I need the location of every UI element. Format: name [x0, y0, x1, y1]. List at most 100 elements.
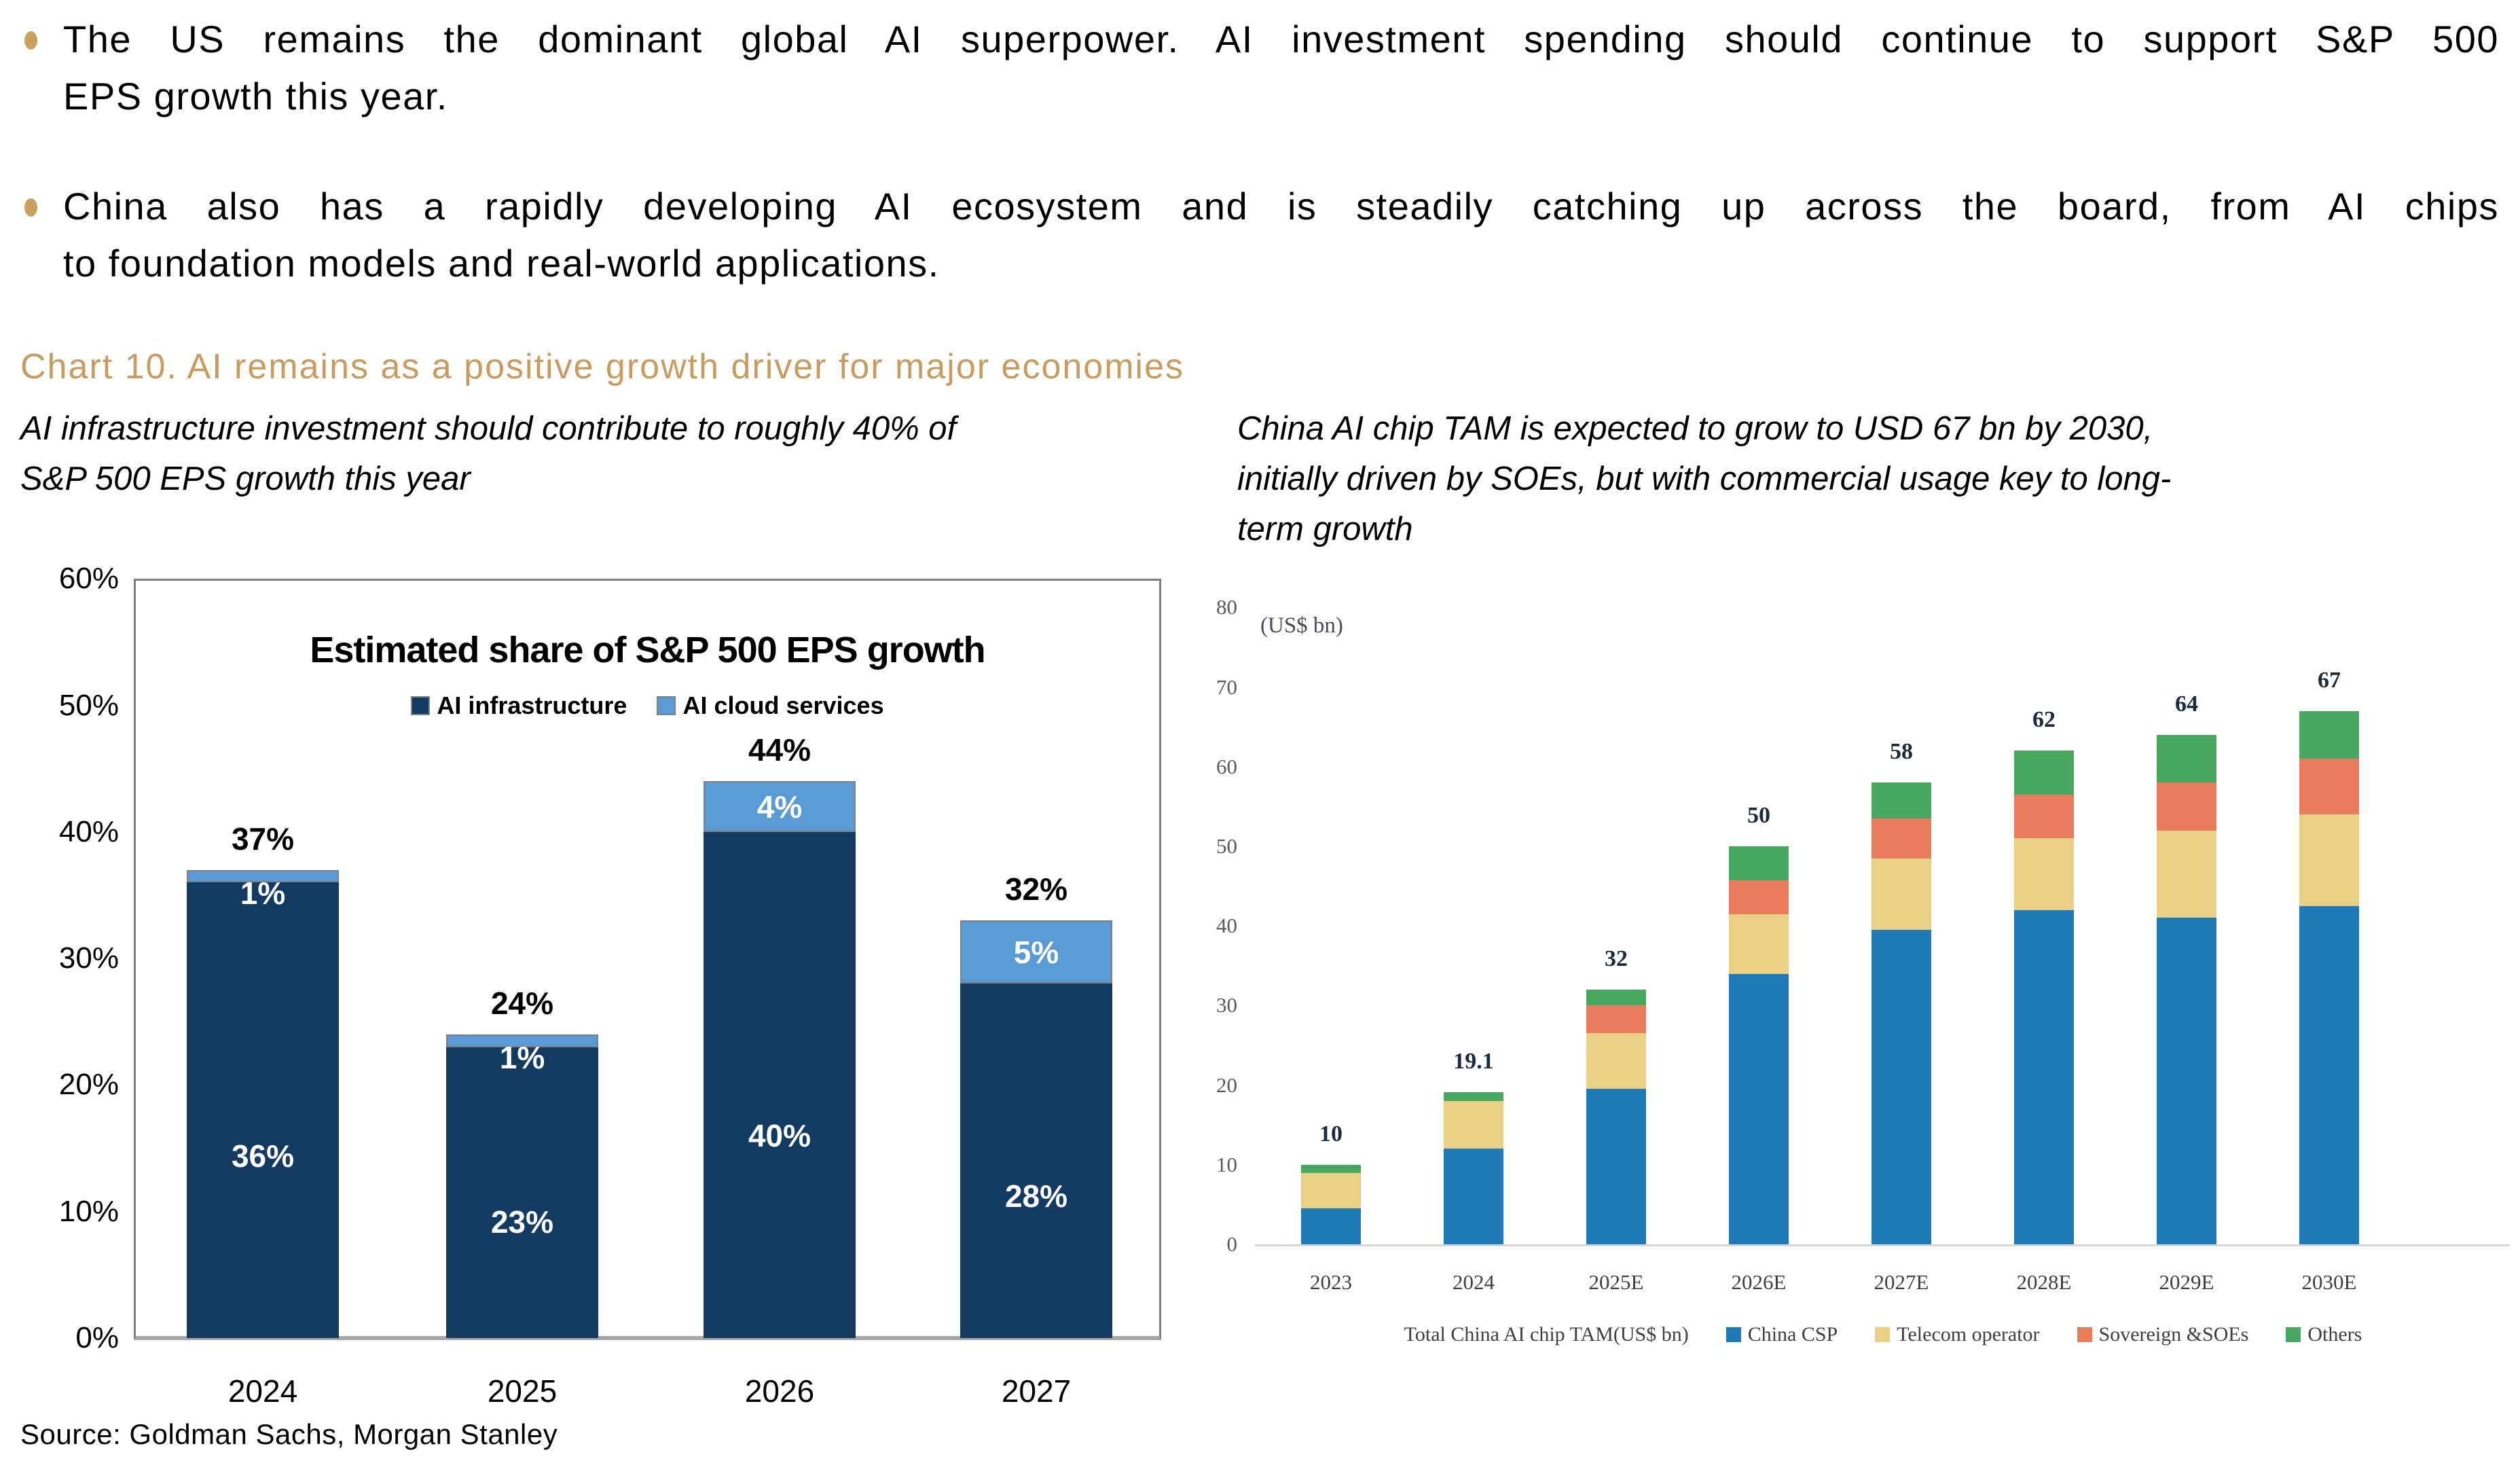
bullet-text: China also has a rapidly developing AI e…: [63, 178, 2499, 292]
x-axis-tick-label: 2028E: [2016, 1270, 2072, 1294]
legend-swatch: [2286, 1327, 2301, 1342]
subtitle-right: China AI chip TAM is expected to grow to…: [1237, 403, 2517, 554]
right-chart-unit-label: (US$ bn): [1260, 613, 1343, 638]
bar-segment-china-csp: [2014, 909, 2074, 1244]
bar-total-label: 58: [1890, 739, 1913, 765]
bullet-text: The US remains the dominant global AI su…: [63, 11, 2499, 125]
y-axis-tick-label: 40: [1216, 914, 1237, 938]
legend-item-telecom-operator: Telecom operator: [1875, 1323, 2040, 1346]
legend-swatch: [1875, 1327, 1891, 1342]
y-axis-tick-label: 30: [1216, 993, 1237, 1017]
bar-segment-china-csp: [1871, 930, 1931, 1244]
legend-label: Total China AI chip TAM(US$ bn): [1404, 1323, 1689, 1346]
bar-segment-telecom-operator: [1444, 1101, 1503, 1149]
bar-value-label: 23%: [490, 1204, 554, 1240]
bullet-item: China also has a rapidly developing AI e…: [24, 178, 2499, 292]
legend-label-ai-cloud-services: AI cloud services: [682, 691, 884, 719]
bar-segment-sovereign-soes: [2157, 782, 2216, 831]
bar-segment-ai-cloud: [704, 781, 856, 832]
legend-item-total-china-ai-chip-tam-us-bn-: Total China AI chip TAM(US$ bn): [1404, 1323, 1689, 1346]
y-axis-tick-label: 40%: [58, 814, 119, 848]
legend-swatch: [2077, 1327, 2092, 1342]
legend-item-china-csp: China CSP: [1725, 1323, 1838, 1346]
y-axis-tick-label: 20: [1216, 1072, 1237, 1097]
bar-total-label: 32%: [1004, 871, 1068, 907]
chart-heading: Chart 10. AI remains as a positive growt…: [20, 347, 1185, 386]
legend-item-sovereign-soes: Sovereign &SOEs: [2077, 1323, 2249, 1346]
bullet-icon: [24, 198, 37, 217]
y-axis-tick-label: 10%: [58, 1194, 119, 1228]
bar-segment-others: [1871, 782, 1931, 818]
y-axis-tick-label: 10: [1216, 1152, 1237, 1176]
bar-segment-china-csp: [1729, 973, 1789, 1244]
bar-segment-telecom-operator: [1871, 858, 1931, 931]
bullet-icon: [24, 31, 37, 50]
x-axis-tick-label: 2027E: [1874, 1270, 1929, 1294]
bar-segment-others: [2299, 710, 2359, 759]
bar-value-label: 40%: [748, 1117, 811, 1153]
legend-swatch-ai-infrastructure: [411, 696, 431, 715]
bullet-line: China also has a rapidly developing AI e…: [63, 185, 2499, 228]
bar-total-label: 62: [2032, 707, 2056, 733]
x-axis-tick-label: 2025: [487, 1373, 558, 1409]
y-axis-tick-label: 0%: [75, 1321, 119, 1354]
bar-segment-others: [2157, 734, 2216, 783]
x-axis-tick-label: 2023: [1310, 1270, 1352, 1294]
bar-segment-china-csp: [1301, 1208, 1361, 1244]
y-axis-tick-label: 80: [1216, 595, 1237, 619]
bar-segment-ai-cloud: [960, 920, 1112, 984]
x-axis-tick-label: 2024: [1453, 1270, 1495, 1294]
legend-item-ai-cloud-services: AI cloud services: [657, 691, 884, 720]
legend-item-others: Others: [2286, 1323, 2362, 1346]
subtitle-left-line: AI infrastructure investment should cont…: [20, 410, 957, 447]
bar-total-label: 50: [1747, 803, 1770, 828]
bar-segment-others: [1729, 846, 1789, 880]
bar-segment-ai-infrastructure: [960, 984, 1112, 1338]
bar-segment-ai-cloud: [446, 1034, 598, 1047]
bar-value-label: 5%: [1013, 934, 1059, 970]
bar-value-label: 36%: [231, 1138, 295, 1174]
y-axis-tick-label: 60: [1216, 754, 1237, 778]
subtitle-left: AI infrastructure investment should cont…: [20, 403, 1202, 504]
bar-total-label: 44%: [748, 732, 811, 768]
bar-value-label: 4%: [756, 789, 803, 825]
bar-segment-ai-infrastructure: [446, 1047, 598, 1338]
bullet-item: The US remains the dominant global AI su…: [24, 11, 2499, 125]
bar-segment-others: [2014, 751, 2074, 795]
bar-segment-ai-infrastructure: [187, 882, 339, 1338]
bar-total-label: 24%: [490, 985, 554, 1021]
bullet-line: to foundation models and real-world appl…: [63, 242, 940, 285]
x-axis-tick-label: 2029E: [2159, 1270, 2214, 1294]
right-chart-legend: Total China AI chip TAM(US$ bn) China CSP…: [1256, 1323, 2510, 1346]
bar-segment-others: [1444, 1092, 1503, 1102]
bar-segment-others: [1301, 1164, 1361, 1173]
bar-segment-sovereign-soes: [2299, 759, 2359, 815]
bar-segment-china-csp: [2299, 905, 2359, 1244]
bar-value-label: 1%: [240, 875, 286, 911]
bar-segment-sovereign-soes: [1871, 818, 1931, 859]
x-axis-tick-label: 2030E: [2301, 1270, 2357, 1294]
bar-segment-china-csp: [1444, 1149, 1503, 1244]
bar-value-label: 1%: [499, 1039, 545, 1075]
x-axis-tick-label: 2026: [744, 1373, 815, 1409]
y-axis-tick-label: 50%: [58, 688, 119, 722]
y-axis-tick-label: 0: [1226, 1232, 1238, 1256]
bullet-line: EPS growth this year.: [63, 75, 448, 118]
legend-item-ai-infrastructure: AI infrastructure: [411, 691, 627, 720]
bar-value-label: 28%: [1004, 1178, 1068, 1214]
y-axis-tick-label: 50: [1216, 834, 1237, 858]
y-axis-tick-label: 60%: [58, 562, 119, 596]
legend-label: Sovereign &SOEs: [2098, 1323, 2249, 1346]
subtitle-right-line: China AI chip TAM is expected to grow to…: [1237, 410, 2153, 447]
bar-segment-telecom-operator: [1729, 914, 1789, 974]
subtitle-right-line: initially driven by SOEs, but with comme…: [1237, 461, 2172, 497]
x-axis-tick-label: 2025E: [1588, 1270, 1644, 1294]
y-axis-tick-label: 70: [1216, 674, 1237, 699]
bar-segment-china-csp: [2157, 918, 2216, 1244]
bar-segment-china-csp: [1586, 1089, 1646, 1244]
subtitle-right-line: term growth: [1237, 511, 1413, 547]
y-axis-tick-label: 30%: [58, 941, 119, 975]
y-axis-tick-label: 20%: [58, 1068, 119, 1102]
bar-total-label: 64: [2175, 691, 2198, 717]
